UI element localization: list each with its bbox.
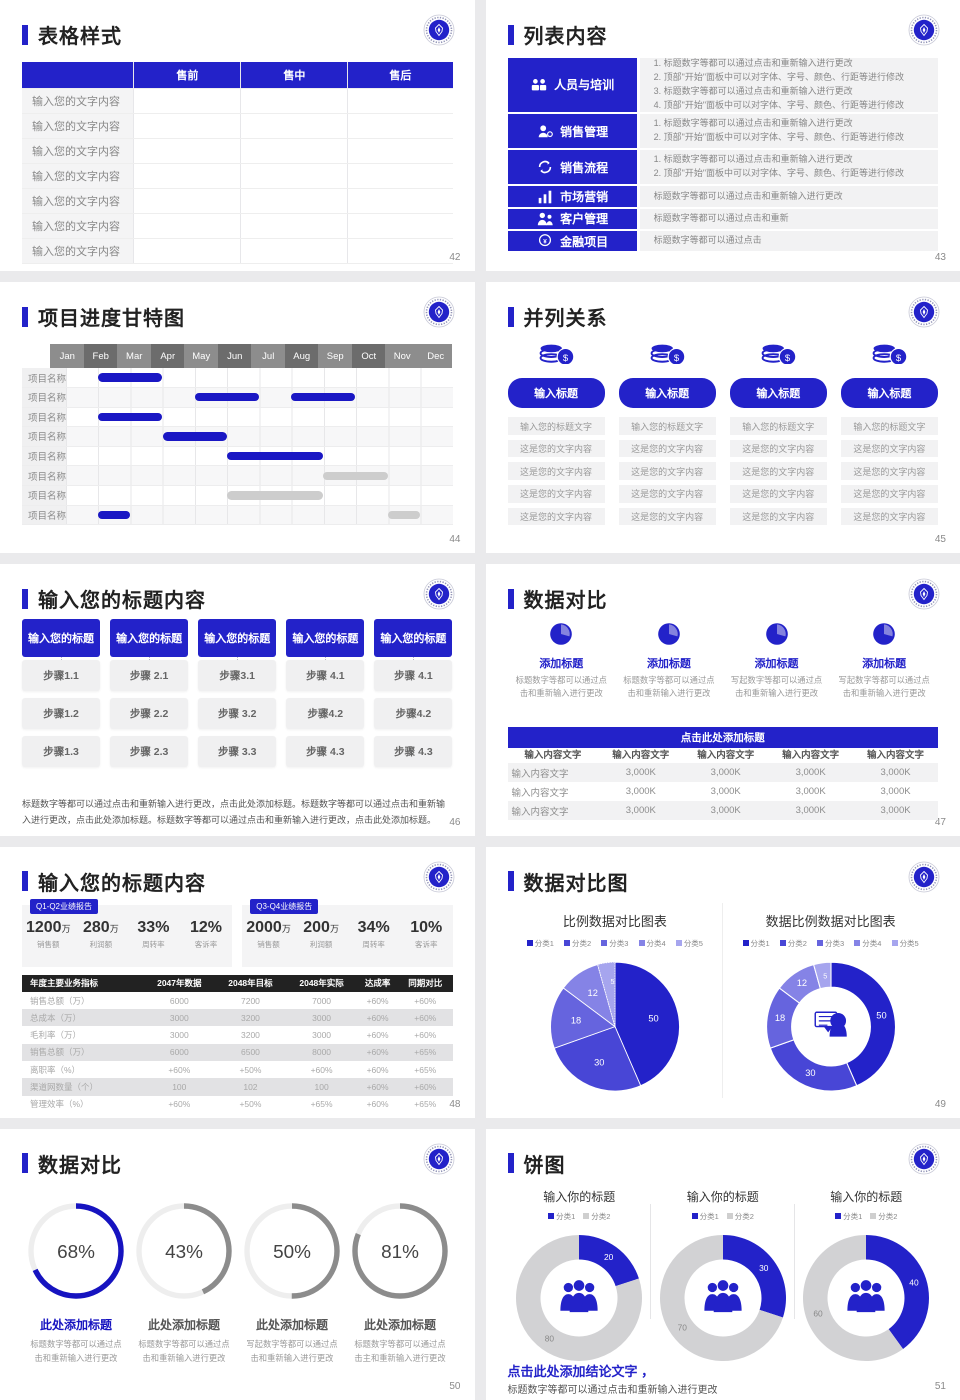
svg-text:50: 50 bbox=[876, 1010, 886, 1020]
svg-text:$: $ bbox=[674, 353, 680, 364]
svg-text:30: 30 bbox=[805, 1068, 815, 1078]
svg-text:18: 18 bbox=[571, 1015, 581, 1025]
svg-text:20: 20 bbox=[604, 1252, 614, 1262]
svg-text:80: 80 bbox=[545, 1333, 555, 1343]
svg-text:68%: 68% bbox=[57, 1242, 95, 1263]
svg-text:12: 12 bbox=[587, 988, 597, 998]
svg-text:43%: 43% bbox=[165, 1242, 203, 1263]
svg-text:$: $ bbox=[785, 353, 791, 364]
svg-text:5: 5 bbox=[610, 978, 614, 986]
svg-text:81%: 81% bbox=[381, 1242, 419, 1263]
svg-text:5: 5 bbox=[823, 972, 827, 980]
svg-text:18: 18 bbox=[774, 1013, 784, 1023]
svg-text:50: 50 bbox=[648, 1013, 658, 1023]
svg-text:$: $ bbox=[896, 353, 902, 364]
svg-text:$: $ bbox=[563, 353, 569, 364]
svg-text:¥: ¥ bbox=[543, 238, 547, 245]
svg-text:40: 40 bbox=[910, 1277, 920, 1287]
svg-text:60: 60 bbox=[814, 1308, 824, 1318]
svg-text:12: 12 bbox=[796, 978, 806, 988]
svg-text:30: 30 bbox=[594, 1057, 604, 1067]
svg-text:30: 30 bbox=[759, 1263, 769, 1273]
svg-text:50%: 50% bbox=[273, 1242, 311, 1263]
svg-text:70: 70 bbox=[677, 1322, 687, 1332]
